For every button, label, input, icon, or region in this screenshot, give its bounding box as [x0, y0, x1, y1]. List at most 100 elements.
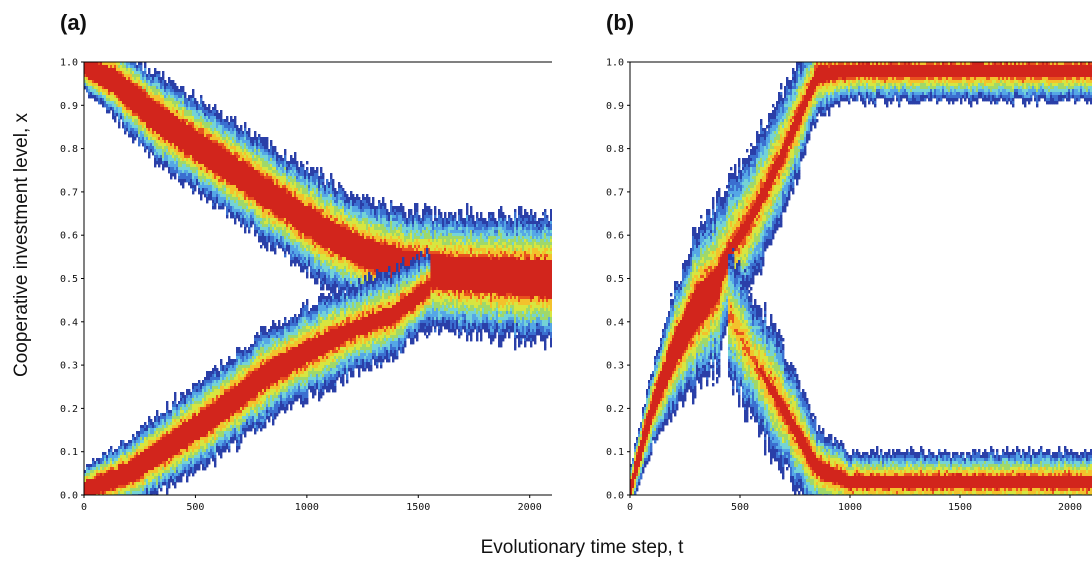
heatmap-cell: [162, 71, 165, 75]
heatmap-cell: [214, 164, 217, 168]
heatmap-cell: [198, 161, 201, 165]
heatmap-cell: [344, 191, 347, 195]
heatmap-cell: [260, 194, 263, 198]
heatmap-cell: [216, 149, 219, 153]
heatmap-cell: [210, 113, 213, 117]
heatmap-cell: [338, 260, 341, 264]
heatmap-cell: [252, 176, 255, 180]
heatmap-cell: [312, 188, 315, 192]
heatmap-cell: [166, 83, 169, 87]
heatmap-cell: [186, 113, 189, 117]
heatmap-cell: [248, 149, 251, 153]
heatmap-cell: [264, 182, 267, 186]
heatmap-cell: [302, 269, 305, 273]
heatmap-cell: [164, 107, 167, 111]
heatmap-cell: [202, 107, 205, 111]
heatmap-cell: [260, 176, 263, 180]
heatmap-cell: [292, 182, 295, 186]
heatmap-cell: [170, 173, 173, 177]
heatmap-cell: [350, 218, 353, 222]
heatmap-cell: [280, 191, 283, 195]
heatmap-cell: [206, 134, 209, 138]
heatmap-cell: [240, 170, 243, 174]
heatmap-cell: [218, 152, 221, 156]
heatmap-cell: [238, 200, 241, 204]
heatmap-cell: [122, 68, 125, 72]
heatmap-cell: [226, 128, 229, 132]
heatmap-cell: [206, 119, 209, 123]
heatmap-cell: [276, 242, 279, 246]
heatmap-cell: [332, 260, 335, 264]
heatmap-cell: [192, 89, 195, 93]
heatmap-cell: [156, 77, 159, 81]
heatmap-cell: [200, 179, 203, 183]
heatmap-cell: [346, 230, 349, 234]
heatmap-cell: [118, 104, 121, 108]
heatmap-cell: [178, 95, 181, 99]
heatmap-cell: [336, 284, 339, 288]
heatmap-cell: [260, 221, 263, 225]
heatmap-cell: [208, 125, 211, 129]
heatmap-cell: [204, 128, 207, 132]
heatmap-cell: [210, 188, 213, 192]
heatmap-cell: [288, 236, 291, 240]
heatmap-cell: [166, 146, 169, 150]
heatmap-cell: [208, 104, 211, 108]
heatmap-cell: [180, 155, 183, 159]
heatmap-cell: [324, 266, 327, 270]
heatmap-cell: [160, 155, 163, 159]
heatmap-cell: [118, 119, 121, 123]
heatmap-cell: [126, 125, 129, 129]
heatmap-cell: [158, 119, 161, 123]
heatmap-cell: [306, 212, 309, 216]
heatmap-cell: [204, 116, 207, 120]
heatmap-cell: [300, 197, 303, 201]
heatmap-cell: [278, 215, 281, 219]
heatmap-cell: [282, 194, 285, 198]
heatmap-cell: [180, 104, 183, 108]
heatmap-cell: [154, 119, 157, 123]
heatmap-cell: [348, 254, 351, 258]
heatmap-cell: [168, 149, 171, 153]
heatmap-cell: [326, 251, 329, 255]
heatmap-cell: [160, 92, 163, 96]
heatmap-cell: [122, 104, 125, 108]
heatmap-cell: [118, 92, 121, 96]
heatmap-cell: [190, 164, 193, 168]
heatmap-cell: [338, 251, 341, 255]
heatmap-cell: [290, 242, 293, 246]
heatmap-cell: [132, 80, 135, 84]
heatmap-cell: [316, 248, 319, 252]
heatmap-cell: [196, 131, 199, 135]
heatmap-cell: [326, 278, 329, 282]
heatmap-cell: [92, 71, 95, 75]
heatmap-cell: [234, 134, 237, 138]
heatmap-cell: [146, 113, 149, 117]
heatmap-cell: [204, 122, 207, 126]
heatmap-cell: [100, 80, 103, 84]
heatmap-cell: [184, 116, 187, 120]
heatmap-cell: [210, 143, 213, 147]
heatmap-cell: [160, 152, 163, 156]
heatmap-cell: [242, 158, 245, 162]
heatmap-cell: [320, 251, 323, 255]
heatmap-cell: [262, 167, 265, 171]
heatmap-cell: [208, 113, 211, 117]
heatmap-cell: [332, 185, 335, 189]
heatmap-cell: [162, 134, 165, 138]
heatmap-cell: [222, 122, 225, 126]
heatmap-cell: [400, 203, 403, 207]
heatmap-cell: [240, 221, 243, 225]
heatmap-cell: [294, 155, 297, 159]
heatmap-cell: [316, 173, 319, 177]
heatmap-cell: [166, 152, 169, 156]
heatmap-cell: [178, 116, 181, 120]
heatmap-cell: [294, 197, 297, 201]
heatmap-cell: [320, 269, 323, 273]
heatmap-cell: [208, 149, 211, 153]
heatmap-cell: [142, 131, 145, 135]
heatmap-cell: [226, 194, 229, 198]
heatmap-cell: [296, 212, 299, 216]
heatmap-cell: [290, 185, 293, 189]
heatmap-cell: [286, 248, 289, 252]
